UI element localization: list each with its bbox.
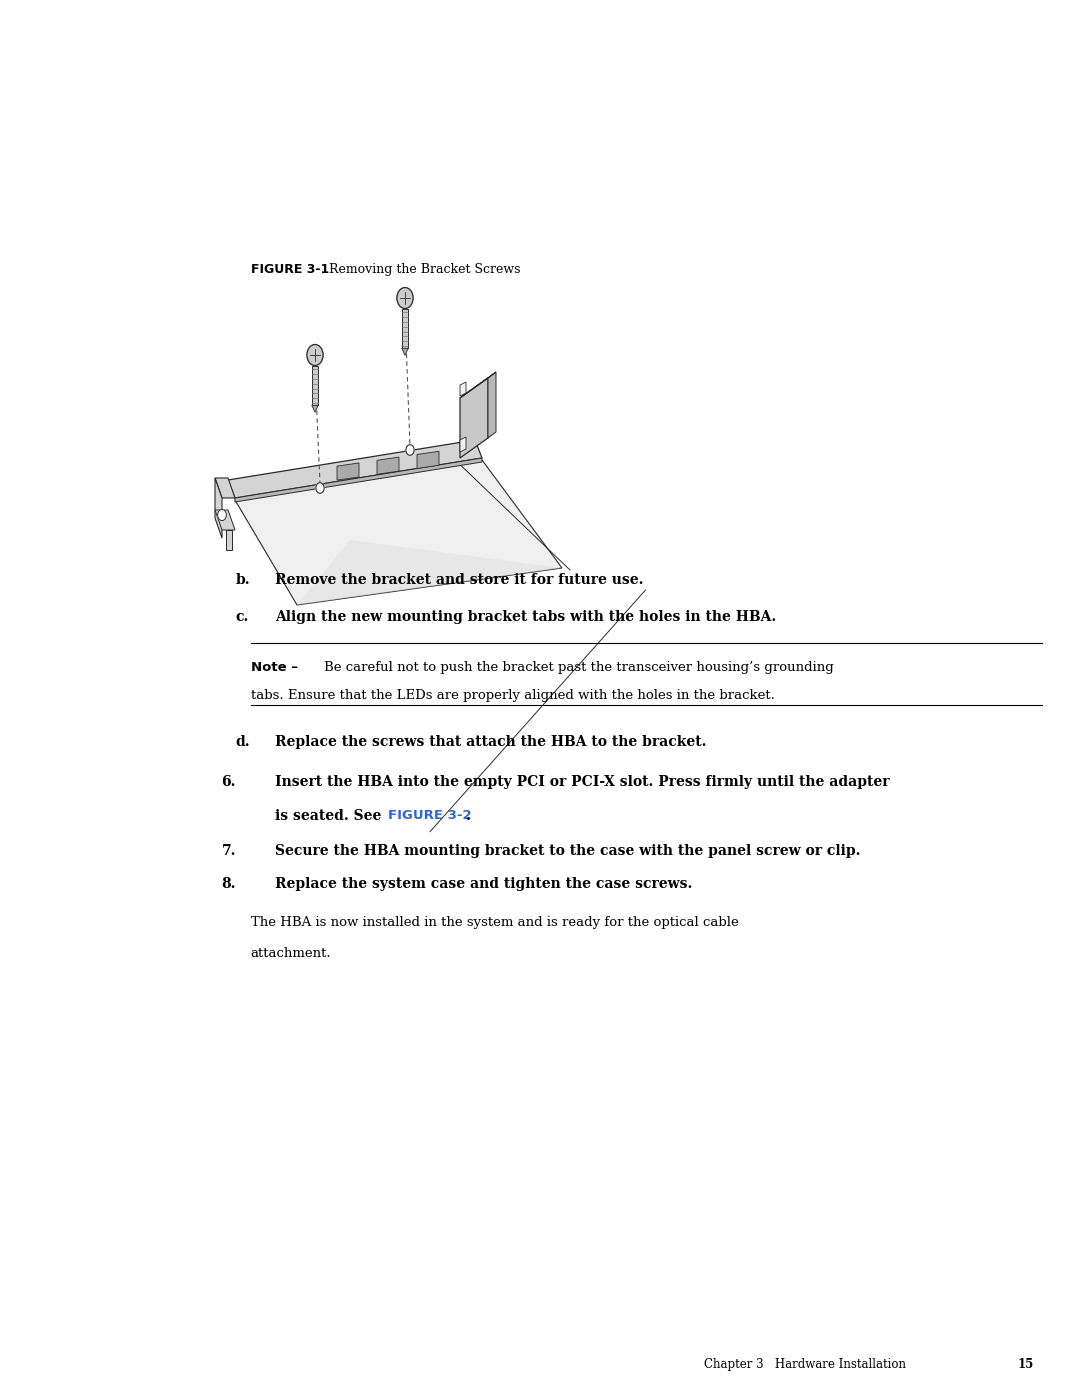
Text: tabs. Ensure that the LEDs are properly aligned with the holes in the bracket.: tabs. Ensure that the LEDs are properly … <box>251 689 774 701</box>
Polygon shape <box>377 457 399 475</box>
Text: The HBA is now installed in the system and is ready for the optical cable: The HBA is now installed in the system a… <box>251 916 739 929</box>
Text: Remove the bracket and store it for future use.: Remove the bracket and store it for futu… <box>275 573 644 587</box>
Text: Replace the system case and tighten the case screws.: Replace the system case and tighten the … <box>275 877 692 891</box>
Text: .: . <box>465 809 471 823</box>
Text: attachment.: attachment. <box>251 947 332 960</box>
Circle shape <box>315 483 324 493</box>
Text: is seated. See: is seated. See <box>275 809 387 823</box>
Text: Secure the HBA mounting bracket to the case with the panel screw or clip.: Secure the HBA mounting bracket to the c… <box>275 844 861 858</box>
Circle shape <box>218 510 227 521</box>
Text: Insert the HBA into the empty PCI or PCI-X slot. Press firmly until the adapter: Insert the HBA into the empty PCI or PCI… <box>275 775 890 789</box>
Text: Note –: Note – <box>251 661 298 673</box>
Text: 6.: 6. <box>221 775 235 789</box>
Circle shape <box>307 345 323 366</box>
Polygon shape <box>228 440 482 497</box>
Polygon shape <box>460 379 488 458</box>
Text: d.: d. <box>235 735 251 749</box>
FancyBboxPatch shape <box>312 366 319 405</box>
Text: FIGURE 3-2: FIGURE 3-2 <box>388 809 471 821</box>
Circle shape <box>397 288 414 309</box>
Polygon shape <box>235 458 482 502</box>
Polygon shape <box>402 348 408 355</box>
Polygon shape <box>215 478 222 538</box>
Polygon shape <box>226 529 232 550</box>
Polygon shape <box>488 372 496 439</box>
Polygon shape <box>460 381 465 395</box>
Text: b.: b. <box>235 573 251 587</box>
Polygon shape <box>460 372 496 398</box>
Polygon shape <box>235 460 562 605</box>
Text: Chapter 3   Hardware Installation: Chapter 3 Hardware Installation <box>704 1358 906 1370</box>
FancyBboxPatch shape <box>402 309 408 348</box>
Text: FIGURE 3-1: FIGURE 3-1 <box>251 263 328 275</box>
Text: 15: 15 <box>1017 1358 1034 1370</box>
Text: Be careful not to push the bracket past the transceiver housing’s grounding: Be careful not to push the bracket past … <box>324 661 834 673</box>
Text: c.: c. <box>235 610 248 624</box>
Polygon shape <box>417 451 438 468</box>
Text: Removing the Bracket Screws: Removing the Bracket Screws <box>329 263 521 275</box>
Polygon shape <box>215 510 235 529</box>
Polygon shape <box>215 478 235 497</box>
Polygon shape <box>337 462 359 481</box>
Polygon shape <box>312 405 319 412</box>
Text: 7.: 7. <box>221 844 235 858</box>
Circle shape <box>406 444 414 455</box>
Text: 8.: 8. <box>221 877 235 891</box>
Polygon shape <box>460 437 465 453</box>
Text: Replace the screws that attach the HBA to the bracket.: Replace the screws that attach the HBA t… <box>275 735 707 749</box>
Polygon shape <box>297 541 562 605</box>
Text: Align the new mounting bracket tabs with the holes in the HBA.: Align the new mounting bracket tabs with… <box>275 610 777 624</box>
